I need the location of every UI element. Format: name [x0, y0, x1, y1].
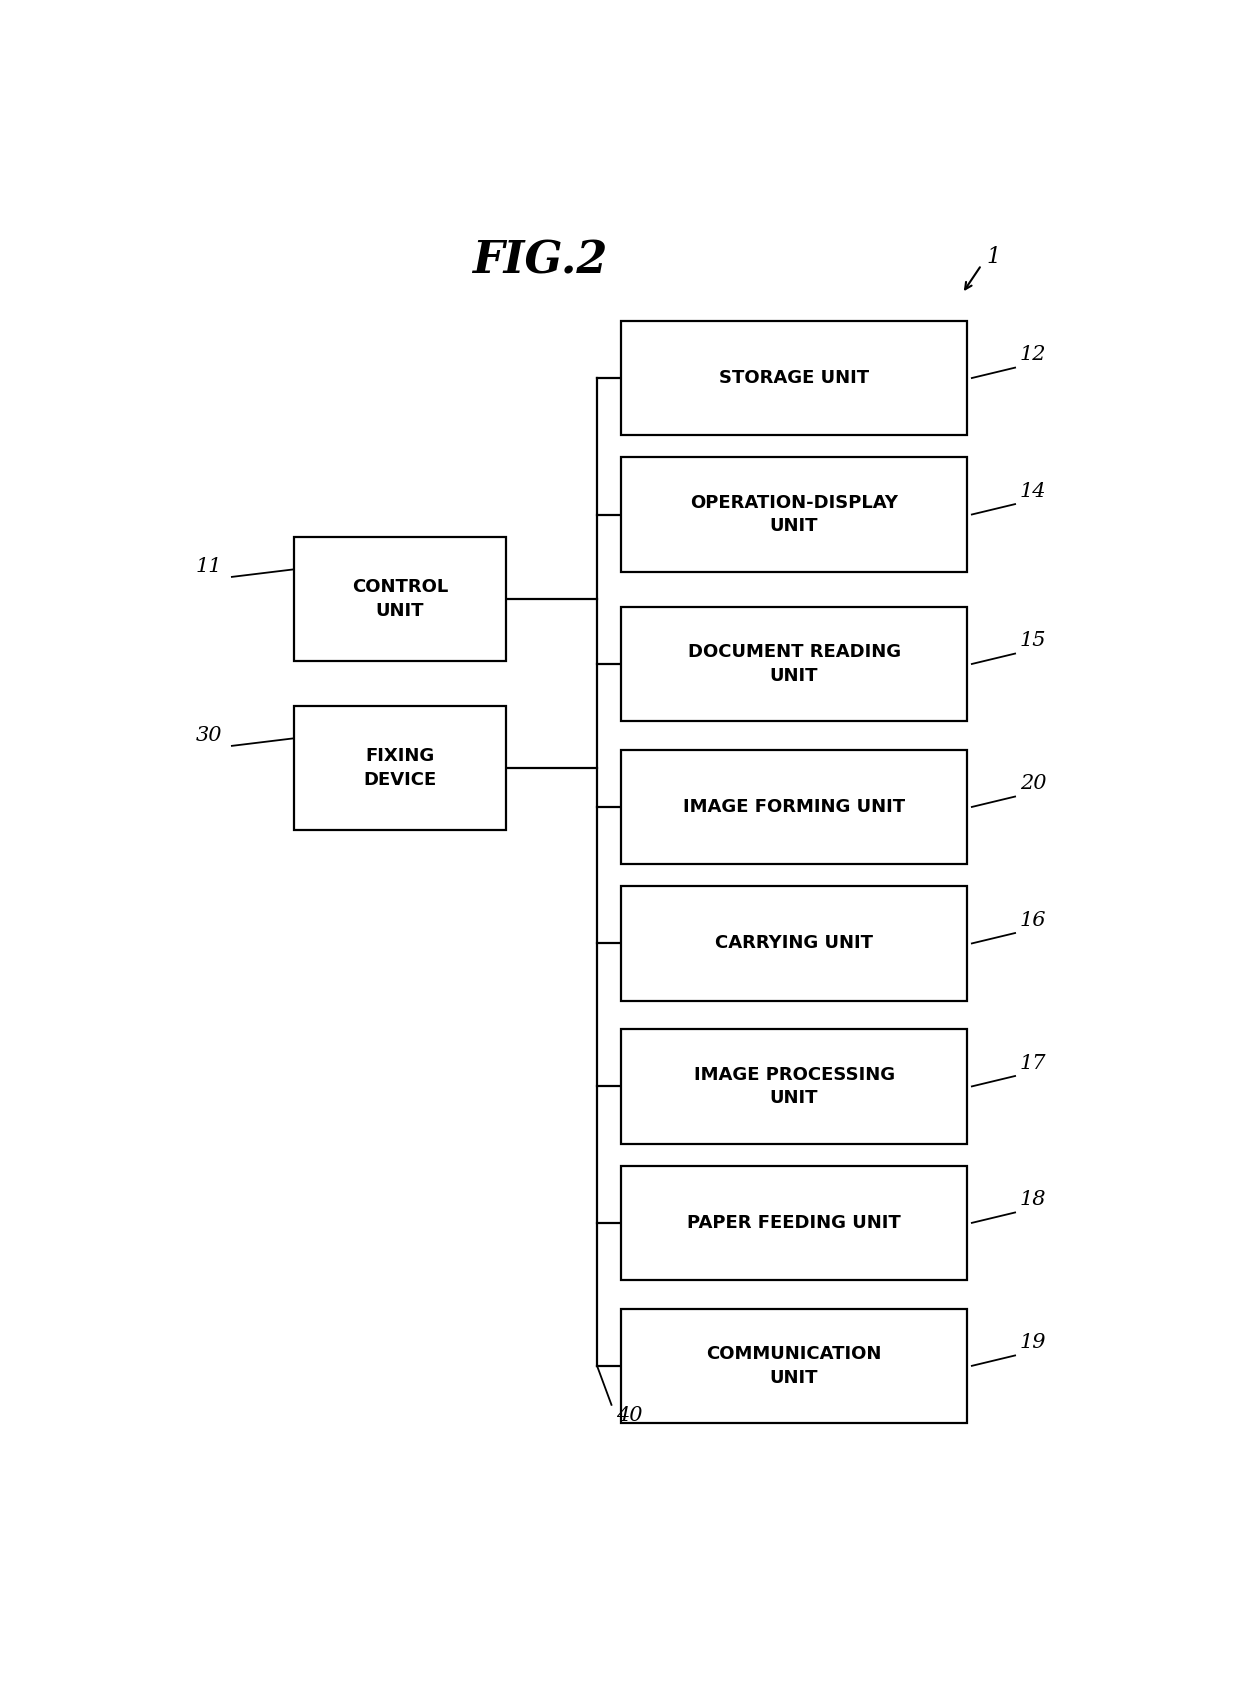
Bar	[621, 1308, 967, 1423]
Text: COMMUNICATION
UNIT: COMMUNICATION UNIT	[707, 1345, 882, 1386]
Text: STORAGE UNIT: STORAGE UNIT	[719, 370, 869, 387]
Bar	[621, 1030, 967, 1143]
Text: FIXING
DEVICE: FIXING DEVICE	[363, 748, 436, 788]
Bar	[621, 749, 967, 864]
Text: 16: 16	[1019, 910, 1047, 930]
Text: CARRYING UNIT: CARRYING UNIT	[715, 935, 873, 952]
Text: CONTROL
UNIT: CONTROL UNIT	[352, 579, 448, 619]
Text: 40: 40	[616, 1406, 642, 1425]
Text: 20: 20	[1019, 775, 1047, 793]
Text: FIG.2: FIG.2	[471, 240, 608, 282]
Bar	[294, 537, 506, 660]
Bar	[621, 1166, 967, 1280]
Bar	[294, 706, 506, 830]
Bar	[621, 321, 967, 436]
Text: 15: 15	[1019, 631, 1047, 650]
Text: 18: 18	[1019, 1190, 1047, 1209]
Bar	[621, 457, 967, 572]
Bar	[621, 886, 967, 1001]
Text: 14: 14	[1019, 481, 1047, 501]
Text: DOCUMENT READING
UNIT: DOCUMENT READING UNIT	[687, 643, 900, 685]
Text: 1: 1	[986, 246, 1001, 268]
Text: 12: 12	[1019, 344, 1047, 365]
Text: PAPER FEEDING UNIT: PAPER FEEDING UNIT	[687, 1214, 901, 1232]
Text: 30: 30	[196, 726, 222, 744]
Text: 11: 11	[196, 557, 222, 576]
Text: 17: 17	[1019, 1053, 1047, 1072]
Text: IMAGE FORMING UNIT: IMAGE FORMING UNIT	[683, 798, 905, 815]
Text: IMAGE PROCESSING
UNIT: IMAGE PROCESSING UNIT	[693, 1065, 894, 1107]
Bar	[621, 606, 967, 721]
Text: 19: 19	[1019, 1334, 1047, 1352]
Text: OPERATION-DISPLAY
UNIT: OPERATION-DISPLAY UNIT	[691, 493, 898, 535]
